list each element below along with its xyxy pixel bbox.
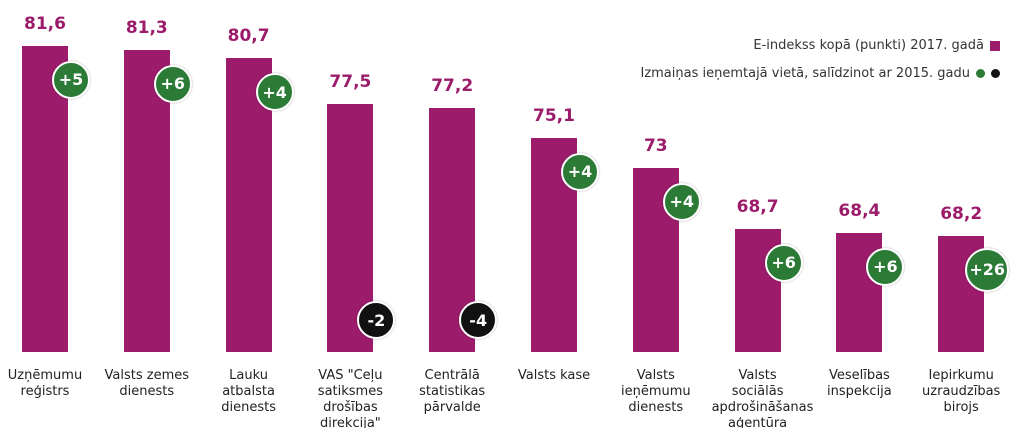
x-tick-label: VAS "Ceļu satiksmes drošības direkcija" — [317, 368, 383, 428]
legend-label: Izmaiņas ieņemtajā vietā, salīdzinot ar … — [640, 66, 970, 81]
x-tick-label: Iepirkumu uzraudzības birojs — [922, 368, 1001, 415]
change-badge: +4 — [662, 182, 701, 221]
x-tick-label: Valsts sociālās apdrošināšanas aģentūra — [711, 368, 814, 428]
x-tick-label: Valsts zemes dienests — [104, 368, 190, 399]
value-label: 77,2 — [431, 76, 474, 97]
change-badge: -4 — [459, 301, 498, 339]
legend-swatch — [991, 69, 1000, 78]
change-badge: +26 — [965, 247, 1010, 292]
change-badge: +4 — [255, 73, 294, 112]
legend-entry: E-indekss kopā (punkti) 2017. gadā — [753, 38, 1000, 53]
legend-entry: Izmaiņas ieņemtajā vietā, salīdzinot ar … — [640, 66, 1000, 81]
bar — [123, 49, 170, 352]
change-badge: +6 — [866, 247, 905, 286]
change-badge: +6 — [764, 243, 803, 282]
x-tick-label: Lauku atbalsta dienests — [221, 368, 276, 415]
value-label: 77,5 — [329, 71, 372, 92]
value-label: 75,1 — [533, 105, 575, 126]
value-label: 80,7 — [227, 26, 270, 47]
legend-label: E-indekss kopā (punkti) 2017. gadā — [753, 38, 984, 53]
x-tick-label: Centrālā statistikas pārvalde — [419, 368, 486, 415]
x-tick-label: Uzņēmumu reģistrs — [7, 368, 83, 399]
change-badge: +5 — [52, 60, 90, 99]
change-badge: -2 — [357, 301, 396, 339]
value-label: 81,3 — [125, 17, 168, 38]
value-label: 81,6 — [24, 13, 66, 34]
x-tick-label: Valsts kase — [517, 368, 591, 383]
value-label: 68,4 — [838, 200, 881, 221]
change-badge: +4 — [561, 152, 599, 191]
value-label: 68,7 — [736, 196, 779, 217]
x-tick-label: Veselības inspekcija — [827, 368, 892, 399]
legend-swatch — [990, 40, 1000, 51]
x-tick-label: Valsts ieņēmumu dienests — [620, 368, 691, 415]
value-label: 73 — [643, 135, 668, 156]
value-label: 68,2 — [940, 203, 983, 224]
bar — [22, 45, 68, 352]
change-badge: +6 — [153, 64, 192, 103]
legend-swatch — [976, 69, 985, 78]
